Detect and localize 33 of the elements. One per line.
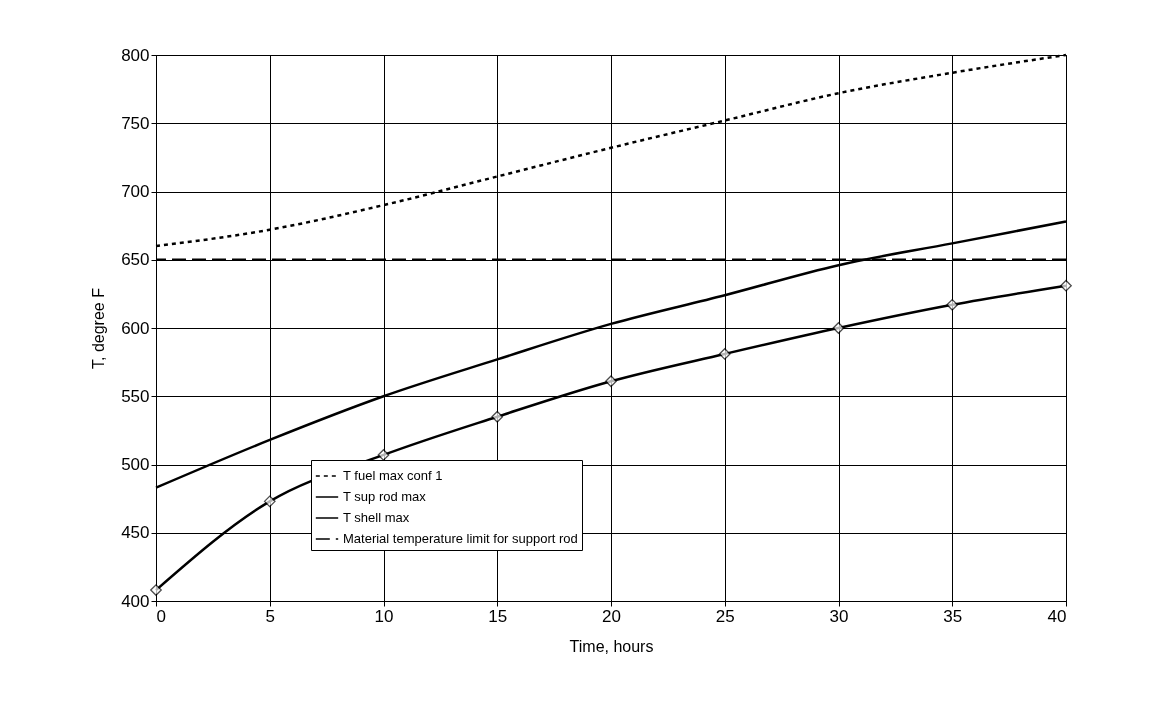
point [377, 449, 390, 461]
point [718, 348, 731, 360]
x-tick-label: 35 [943, 606, 963, 626]
x-tick-label: 10 [374, 606, 394, 626]
point [491, 410, 504, 423]
y-tick-label: 550 [121, 386, 150, 406]
y-tick-label: 500 [121, 455, 150, 474]
y-tick-label: 800 [121, 45, 150, 65]
point [832, 322, 845, 334]
legend-label: T fuel max conf 1 [343, 468, 443, 483]
y-tick-label: 400 [121, 591, 150, 611]
point [605, 375, 617, 388]
y-axis-title: T, degree F [90, 287, 108, 369]
y-tick-label: 700 [121, 182, 150, 201]
y-tick-label: 450 [121, 523, 150, 543]
x-tick-label: 25 [715, 606, 735, 626]
y-tick-label: 650 [121, 250, 150, 270]
x-tick-label: 20 [602, 606, 621, 626]
y-tick-label: 750 [121, 113, 150, 133]
x-axis-title: Time, hours [569, 637, 654, 655]
x-tick-label: 5 [265, 606, 275, 626]
x-tick-label: 15 [488, 606, 508, 626]
legend-label: T sup rod max [343, 489, 427, 504]
point [263, 495, 276, 508]
point [946, 298, 959, 311]
x-tick-label: 30 [829, 606, 849, 626]
point [1060, 279, 1072, 292]
legend-label: Material temperature limit for support rod [343, 531, 578, 546]
x-tick-label: 0 [156, 606, 166, 626]
point [150, 584, 162, 596]
y-tick-label: 600 [121, 318, 150, 338]
legend-label: T shell max [343, 510, 410, 525]
x-tick-label: 40 [1047, 606, 1067, 626]
